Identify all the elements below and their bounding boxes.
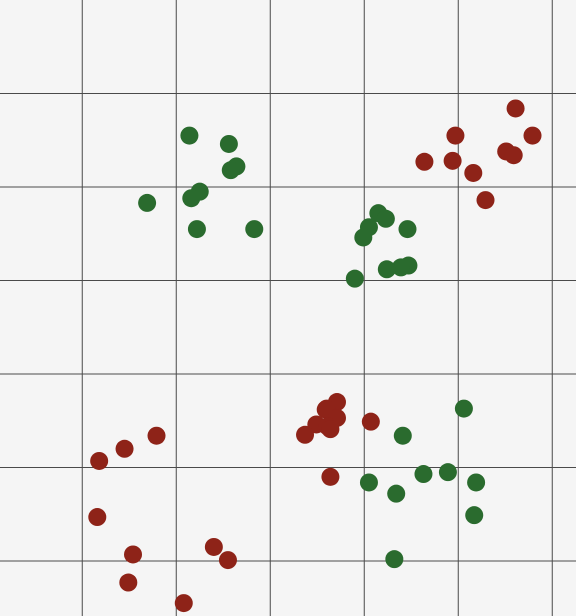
data-point (359, 473, 378, 492)
data-point (361, 412, 380, 431)
data-point (465, 506, 484, 525)
data-point (443, 151, 462, 170)
data-point (376, 209, 395, 228)
series-1 (88, 99, 542, 613)
data-point (88, 508, 107, 527)
data-point (124, 545, 143, 564)
data-point (115, 439, 134, 458)
data-point (321, 467, 340, 486)
data-point (398, 220, 417, 239)
data-point (523, 126, 542, 145)
data-point (90, 451, 109, 470)
data-point (454, 399, 473, 418)
data-point (296, 425, 315, 444)
series-2 (138, 126, 486, 569)
data-point (221, 161, 240, 180)
data-point (245, 220, 264, 239)
data-point (345, 269, 364, 288)
data-point (504, 146, 523, 165)
data-point (385, 550, 404, 569)
data-point (218, 551, 237, 570)
data-point (415, 152, 434, 171)
data-point (187, 220, 206, 239)
data-point (464, 163, 483, 182)
data-point (438, 463, 457, 482)
data-point (387, 484, 406, 503)
data-point (219, 134, 238, 153)
data-point (204, 537, 223, 556)
data-point (119, 573, 138, 592)
data-point (147, 426, 166, 445)
data-point (446, 126, 465, 145)
data-point (354, 228, 373, 247)
data-point (377, 260, 396, 279)
data-point (174, 594, 193, 613)
data-point (321, 420, 340, 439)
data-point (467, 473, 486, 492)
data-point (182, 189, 201, 208)
data-point (414, 465, 433, 484)
data-point (180, 126, 199, 145)
data-point (391, 258, 410, 277)
data-point (393, 426, 412, 445)
data-point (506, 99, 525, 118)
data-point (138, 193, 157, 212)
data-point (476, 191, 495, 210)
